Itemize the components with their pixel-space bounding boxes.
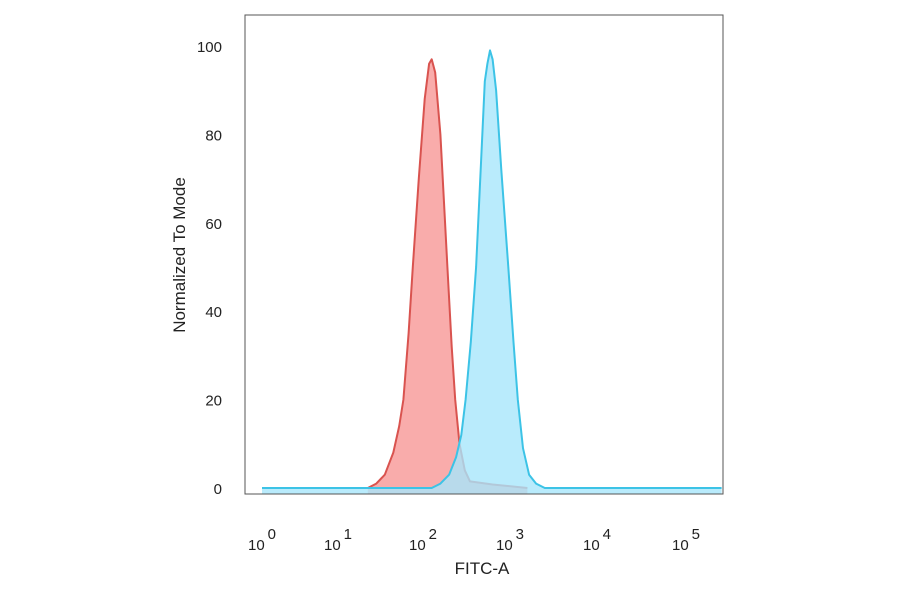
y-axis: 0 20 40 60 80 100 — [197, 39, 222, 498]
x-tick-label: 105 — [672, 526, 700, 554]
y-tick-label: 40 — [205, 304, 222, 321]
series-1-area — [262, 50, 722, 494]
series-layer — [262, 49, 722, 494]
y-axis-label: Normalized To Mode — [170, 177, 189, 333]
x-tick-label: 101 — [324, 526, 352, 554]
y-tick-label: 20 — [205, 393, 222, 410]
y-tick-label: 60 — [205, 216, 222, 233]
x-tick-label: 104 — [583, 526, 611, 554]
x-tick-label: 102 — [409, 526, 437, 554]
y-tick-label: 100 — [197, 39, 222, 56]
plot-frame — [244, 14, 724, 495]
x-axis: 100 101 102 103 104 105 — [248, 526, 700, 554]
x-tick-label: 103 — [496, 526, 524, 554]
x-tick-label: 100 — [248, 526, 276, 554]
y-tick-label: 0 — [214, 481, 222, 498]
y-tick-label: 80 — [205, 127, 222, 144]
series-1-line — [262, 49, 722, 489]
x-axis-label: FITC-A — [455, 559, 510, 578]
